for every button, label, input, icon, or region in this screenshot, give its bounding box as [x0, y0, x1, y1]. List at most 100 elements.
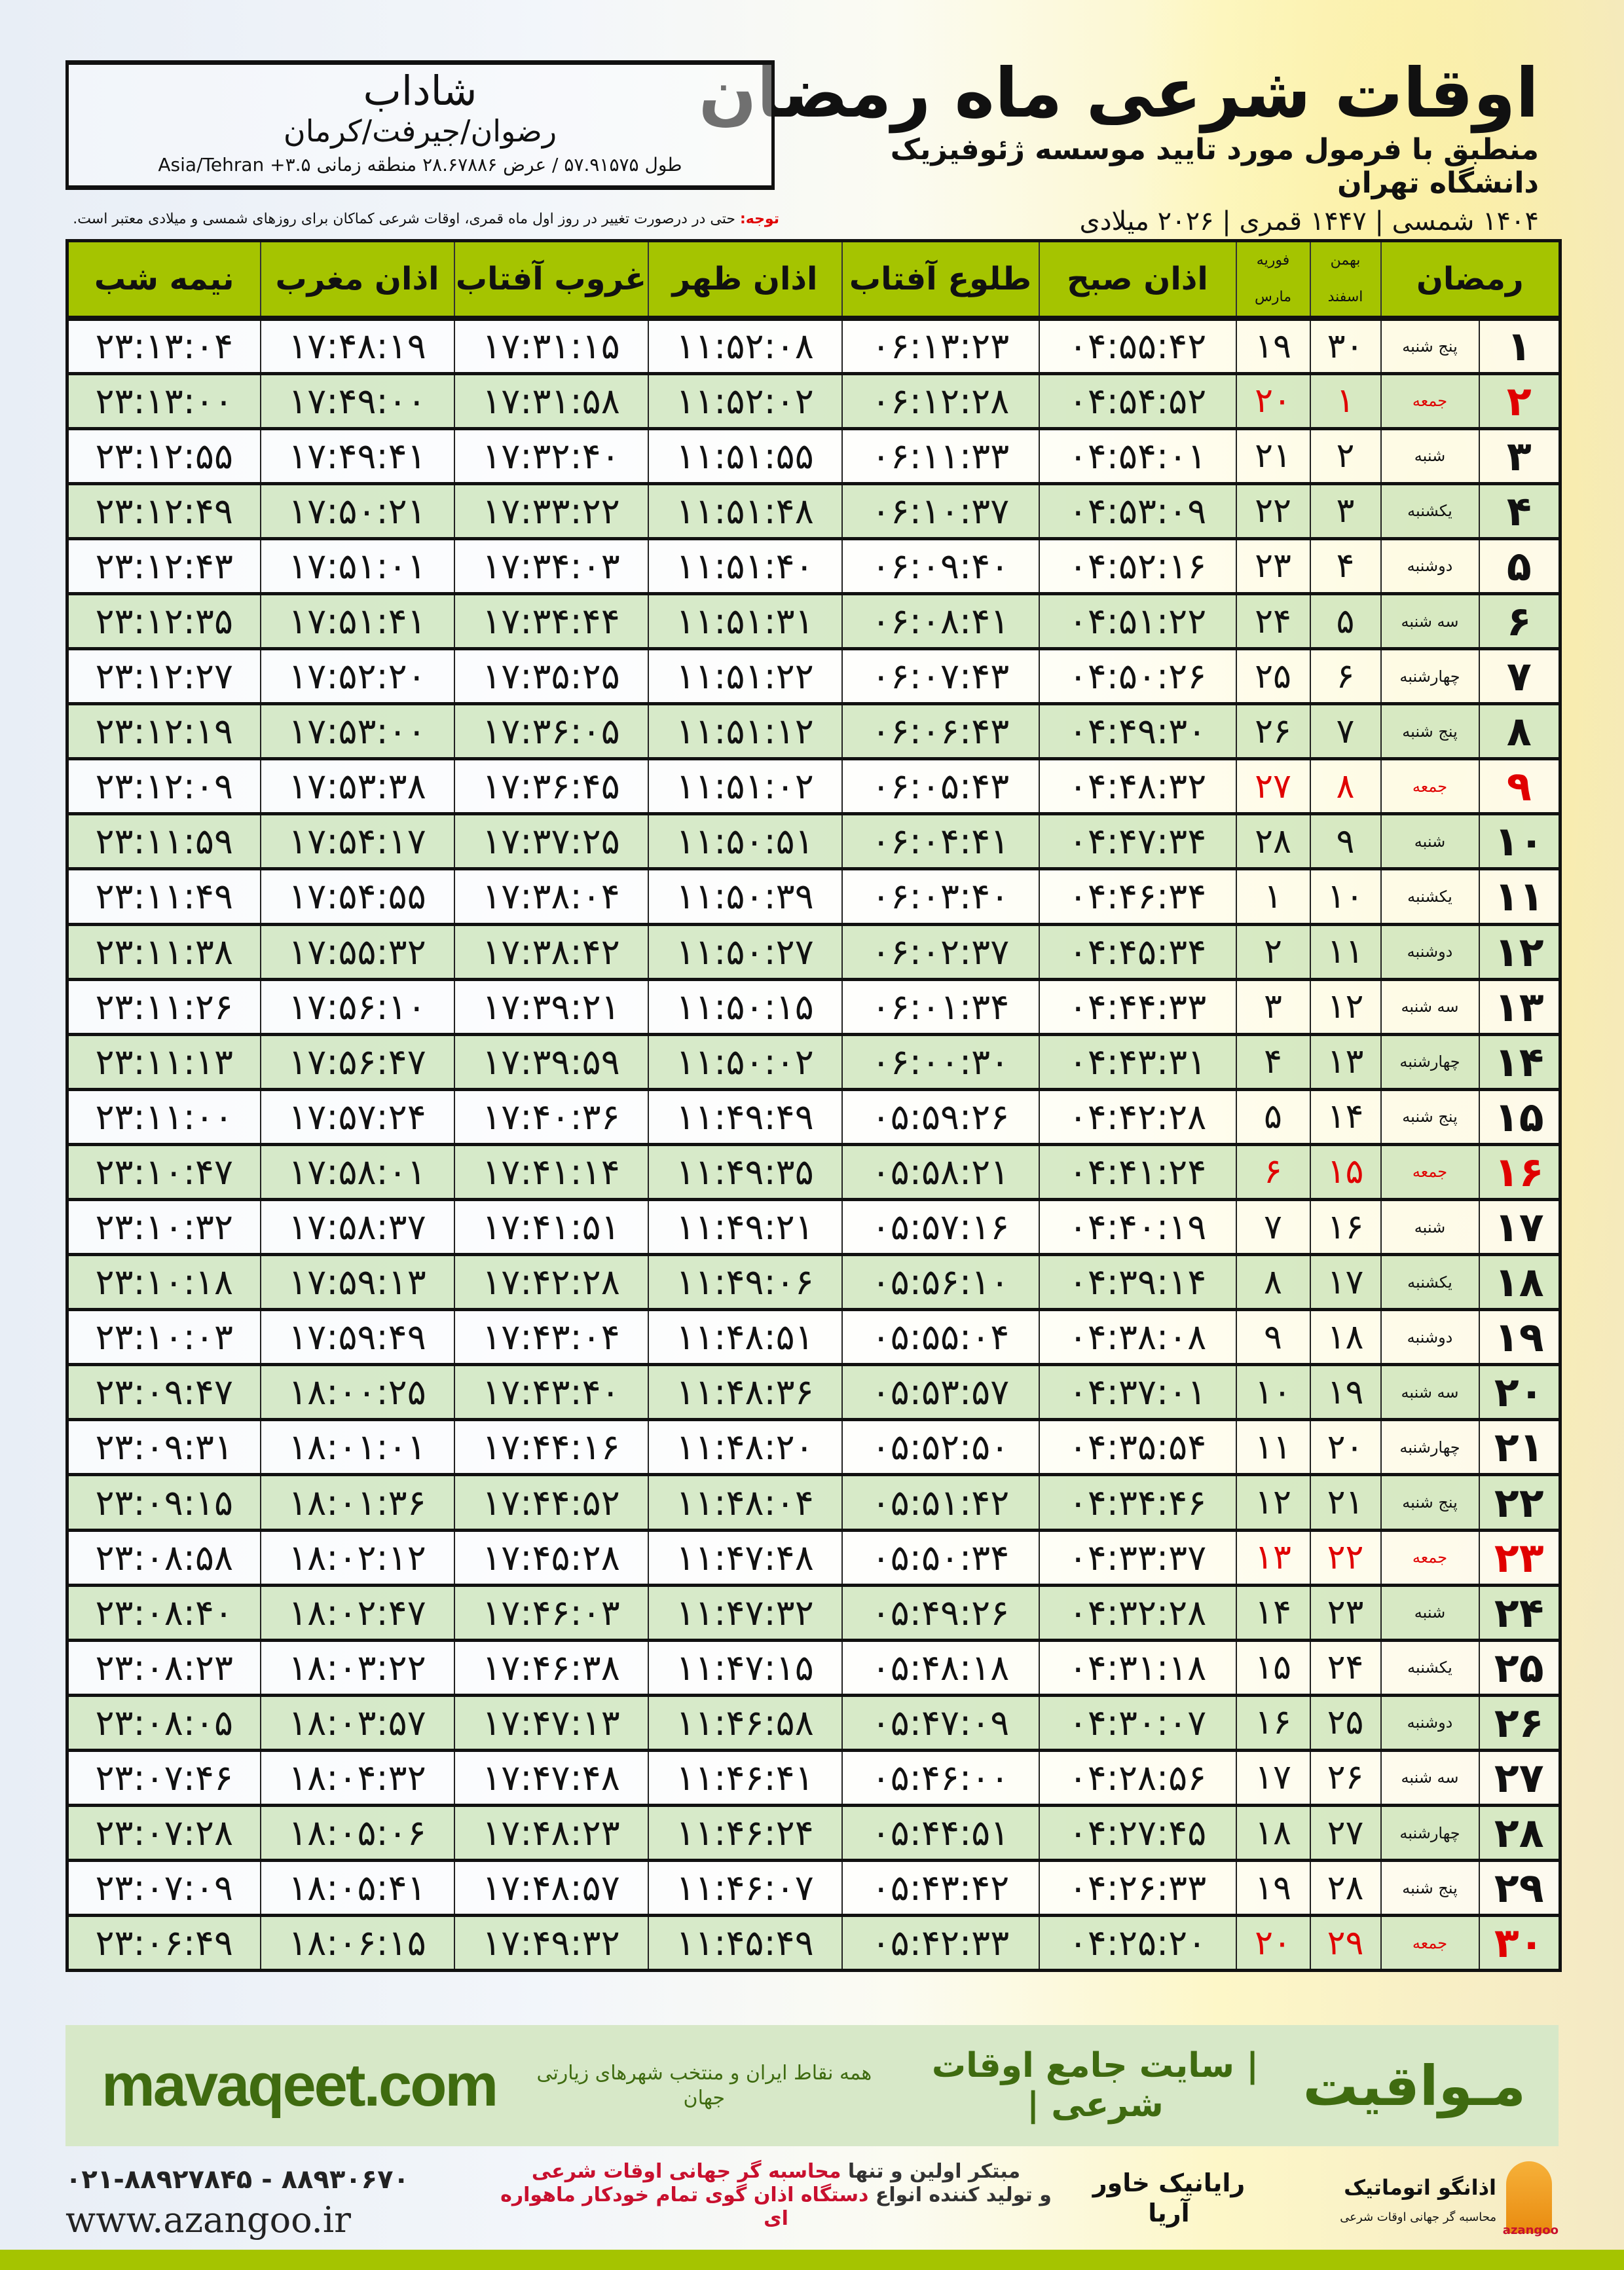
dhuhr-time: ۱۱:۵۰:۲۷: [647, 923, 843, 981]
table-row: ۲ جمعه ۱ ۲۰ ۰۴:۵۴:۵۲ ۰۶:۱۲:۲۸ ۱۱:۵۲:۰۲ ۱۷:۳۱:۵۸…: [66, 373, 1561, 430]
solar-date: ۲۴: [1309, 1639, 1382, 1697]
rayanik-logo: رایانیک خاور آریا: [1092, 2168, 1246, 2227]
gregorian-date: ۱۶: [1235, 1694, 1311, 1752]
weekday: جمعه: [1380, 1529, 1480, 1587]
dhuhr-time: ۱۱:۵۰:۱۵: [647, 978, 843, 1036]
col-ramadan: رمضان: [1380, 240, 1560, 321]
banner-tagline: | سایت جامع اوقات شرعی |: [931, 2045, 1259, 2125]
slogan-line2: و تولید کننده انواع: [868, 2184, 1052, 2206]
sunrise-time: ۰۶:۰۰:۳۰: [841, 1033, 1040, 1091]
phone-numbers: ۰۲۱-۸۸۹۲۷۸۴۵ - ۸۸۹۳۰۶۷۰: [65, 2165, 409, 2195]
fajr-time: ۰۴:۳۵:۵۴: [1038, 1419, 1237, 1477]
dhuhr-time: ۱۱:۵۱:۱۲: [647, 703, 843, 761]
dhuhr-time: ۱۱:۴۶:۴۱: [647, 1749, 843, 1808]
fajr-time: ۰۴:۳۸:۰۸: [1038, 1309, 1237, 1367]
fajr-time: ۰۴:۴۰:۱۹: [1038, 1199, 1237, 1257]
site-link[interactable]: mavaqeet.com: [101, 2052, 498, 2119]
sunrise-time: ۰۵:۵۰:۳۴: [841, 1529, 1040, 1587]
midnight-time: ۲۳:۱۳:۰۰: [66, 373, 261, 430]
table-row: ۷ چهارشنبه ۶ ۲۵ ۰۴:۵۰:۲۶ ۰۶:۰۷:۴۳ ۱۱:۵۱:۲۲ ۱۷:۳…: [66, 648, 1561, 706]
table-row: ۲۵ یکشنبه ۲۴ ۱۵ ۰۴:۳۱:۱۸ ۰۵:۴۸:۱۸ ۱۱:۴۷:۱۵ ۱۷:۴…: [66, 1639, 1561, 1697]
fajr-time: ۰۴:۴۳:۳۱: [1038, 1033, 1237, 1091]
sunset-time: ۱۷:۴۲:۲۸: [453, 1254, 649, 1312]
table-row: ۱۷ شنبه ۱۶ ۷ ۰۴:۴۰:۱۹ ۰۵:۵۷:۱۶ ۱۱:۴۹:۲۱ ۱۷:۴۱:۵…: [66, 1199, 1561, 1257]
table-row: ۲۷ سه شنبه ۲۶ ۱۷ ۰۴:۲۸:۵۶ ۰۵:۴۶:۰۰ ۱۱:۴۶:۴۱ ۱۷:…: [66, 1749, 1561, 1808]
gregorian-date: ۱۴: [1235, 1584, 1311, 1642]
sunrise-time: ۰۶:۰۳:۴۰: [841, 868, 1040, 926]
ramadan-day: ۲۲: [1478, 1474, 1561, 1532]
slogan: مبتکر اولین و تنها محاسبه گر جهانی اوقات…: [498, 2160, 1054, 2231]
col-maghrib: اذان مغرب: [259, 240, 454, 321]
col-sunset: غروب آفتاب: [453, 240, 648, 321]
dhuhr-time: ۱۱:۴۵:۴۹: [647, 1914, 843, 1973]
table-row: ۳ شنبه ۲ ۲۱ ۰۴:۵۴:۰۱ ۰۶:۱۱:۳۳ ۱۱:۵۱:۵۵ ۱۷:۳۲:۴۰…: [66, 428, 1561, 485]
ramadan-day: ۲۱: [1478, 1419, 1561, 1477]
ramadan-day: ۵: [1478, 538, 1561, 595]
col-greg-top: فوریه: [1256, 252, 1290, 269]
ramadan-day: ۲۵: [1478, 1639, 1561, 1697]
weekday: سه شنبه: [1380, 978, 1480, 1036]
col-greg-bottom: مارس: [1255, 289, 1291, 305]
fajr-time: ۰۴:۴۷:۳۴: [1038, 813, 1237, 871]
midnight-time: ۲۳:۰۸:۰۵: [66, 1694, 261, 1752]
table-row: ۲۱ چهارشنبه ۲۰ ۱۱ ۰۴:۳۵:۵۴ ۰۵:۵۲:۵۰ ۱۱:۴۸:۲۰ ۱۷…: [66, 1419, 1561, 1477]
sunset-time: ۱۷:۴۱:۵۱: [453, 1199, 649, 1257]
sunrise-time: ۰۵:۴۳:۴۲: [841, 1859, 1040, 1918]
maghrib-time: ۱۷:۵۴:۵۵: [259, 868, 455, 926]
gregorian-date: ۲۰: [1235, 373, 1311, 430]
location-box: شاداب رضوان/جیرفت/کرمان طول ۵۷.۹۱۵۷۵ / ع…: [65, 60, 775, 190]
midnight-time: ۲۳:۱۲:۴۳: [66, 538, 261, 595]
col-midnight: نیمه شب: [66, 240, 261, 321]
solar-date: ۱۵: [1309, 1144, 1382, 1202]
ramadan-day: ۱۸: [1478, 1254, 1561, 1312]
midnight-time: ۲۳:۱۱:۳۸: [66, 923, 261, 981]
dhuhr-time: ۱۱:۵۰:۵۱: [647, 813, 843, 871]
sunset-time: ۱۷:۴۷:۴۸: [453, 1749, 649, 1808]
weekday: یکشنبه: [1380, 868, 1480, 926]
dhuhr-time: ۱۱:۵۰:۰۲: [647, 1033, 843, 1091]
solar-date: ۳۰: [1309, 317, 1382, 375]
midnight-time: ۲۳:۰۹:۴۷: [66, 1364, 261, 1422]
midnight-time: ۲۳:۰۷:۰۹: [66, 1859, 261, 1918]
table-row: ۲۰ سه شنبه ۱۹ ۱۰ ۰۴:۳۷:۰۱ ۰۵:۵۳:۵۷ ۱۱:۴۸:۳۶ ۱۷:…: [66, 1364, 1561, 1422]
table-row: ۸ پنج شنبه ۷ ۲۶ ۰۴:۴۹:۳۰ ۰۶:۰۶:۴۳ ۱۱:۵۱:۱۲ ۱۷:۳…: [66, 703, 1561, 761]
weekday: چهارشنبه: [1380, 1804, 1480, 1863]
dhuhr-time: ۱۱:۴۸:۲۰: [647, 1419, 843, 1477]
midnight-time: ۲۳:۱۰:۳۲: [66, 1199, 261, 1257]
ramadan-day: ۴: [1478, 483, 1561, 540]
weekday: جمعه: [1380, 1144, 1480, 1202]
sunrise-time: ۰۵:۴۲:۳۳: [841, 1914, 1040, 1973]
midnight-time: ۲۳:۱۲:۴۹: [66, 483, 261, 540]
maghrib-time: ۱۷:۴۹:۰۰: [259, 373, 455, 430]
solar-date: ۱۷: [1309, 1254, 1382, 1312]
mavaqeet-banner: mavaqeet.com همه نقاط ایران و منتخب شهره…: [65, 2025, 1559, 2146]
note: توجه: حتی در درصورت تغییر در روز اول ماه…: [26, 211, 779, 228]
maghrib-time: ۱۸:۰۱:۰۱: [259, 1419, 455, 1477]
sunrise-time: ۰۶:۱۱:۳۳: [841, 428, 1040, 485]
gregorian-date: ۱۷: [1235, 1749, 1311, 1808]
mosque-dome-icon: [1506, 2161, 1552, 2233]
sunrise-time: ۰۶:۰۱:۳۴: [841, 978, 1040, 1036]
fajr-time: ۰۴:۲۷:۴۵: [1038, 1804, 1237, 1863]
solar-date: ۲۲: [1309, 1529, 1382, 1587]
ramadan-day: ۸: [1478, 703, 1561, 761]
weekday: یکشنبه: [1380, 1639, 1480, 1697]
fajr-time: ۰۴:۲۶:۳۳: [1038, 1859, 1237, 1918]
sunrise-time: ۰۵:۵۲:۵۰: [841, 1419, 1040, 1477]
solar-date: ۱۸: [1309, 1309, 1382, 1367]
fajr-time: ۰۴:۴۶:۳۴: [1038, 868, 1237, 926]
sunrise-time: ۰۵:۴۴:۵۱: [841, 1804, 1040, 1863]
azangoo-link[interactable]: www.azangoo.ir: [65, 2199, 351, 2241]
sunset-time: ۱۷:۴۳:۰۴: [453, 1309, 649, 1367]
col-gregorian: فوریه مارس: [1235, 240, 1310, 321]
weekday: چهارشنبه: [1380, 1033, 1480, 1091]
table-row: ۱۸ یکشنبه ۱۷ ۸ ۰۴:۳۹:۱۴ ۰۵:۵۶:۱۰ ۱۱:۴۹:۰۶ ۱۷:۴۲…: [66, 1254, 1561, 1312]
dhuhr-time: ۱۱:۵۲:۰۸: [647, 317, 843, 375]
fajr-time: ۰۴:۴۲:۲۸: [1038, 1088, 1237, 1146]
fajr-time: ۰۴:۲۸:۵۶: [1038, 1749, 1237, 1808]
table-row: ۱۱ یکشنبه ۱۰ ۱ ۰۴:۴۶:۳۴ ۰۶:۰۳:۴۰ ۱۱:۵۰:۳۹ ۱۷:۳۸…: [66, 868, 1561, 926]
dhuhr-time: ۱۱:۴۹:۰۶: [647, 1254, 843, 1312]
weekday: شنبه: [1380, 428, 1480, 485]
sunrise-time: ۰۶:۱۰:۳۷: [841, 483, 1040, 540]
solar-date: ۹: [1309, 813, 1382, 871]
